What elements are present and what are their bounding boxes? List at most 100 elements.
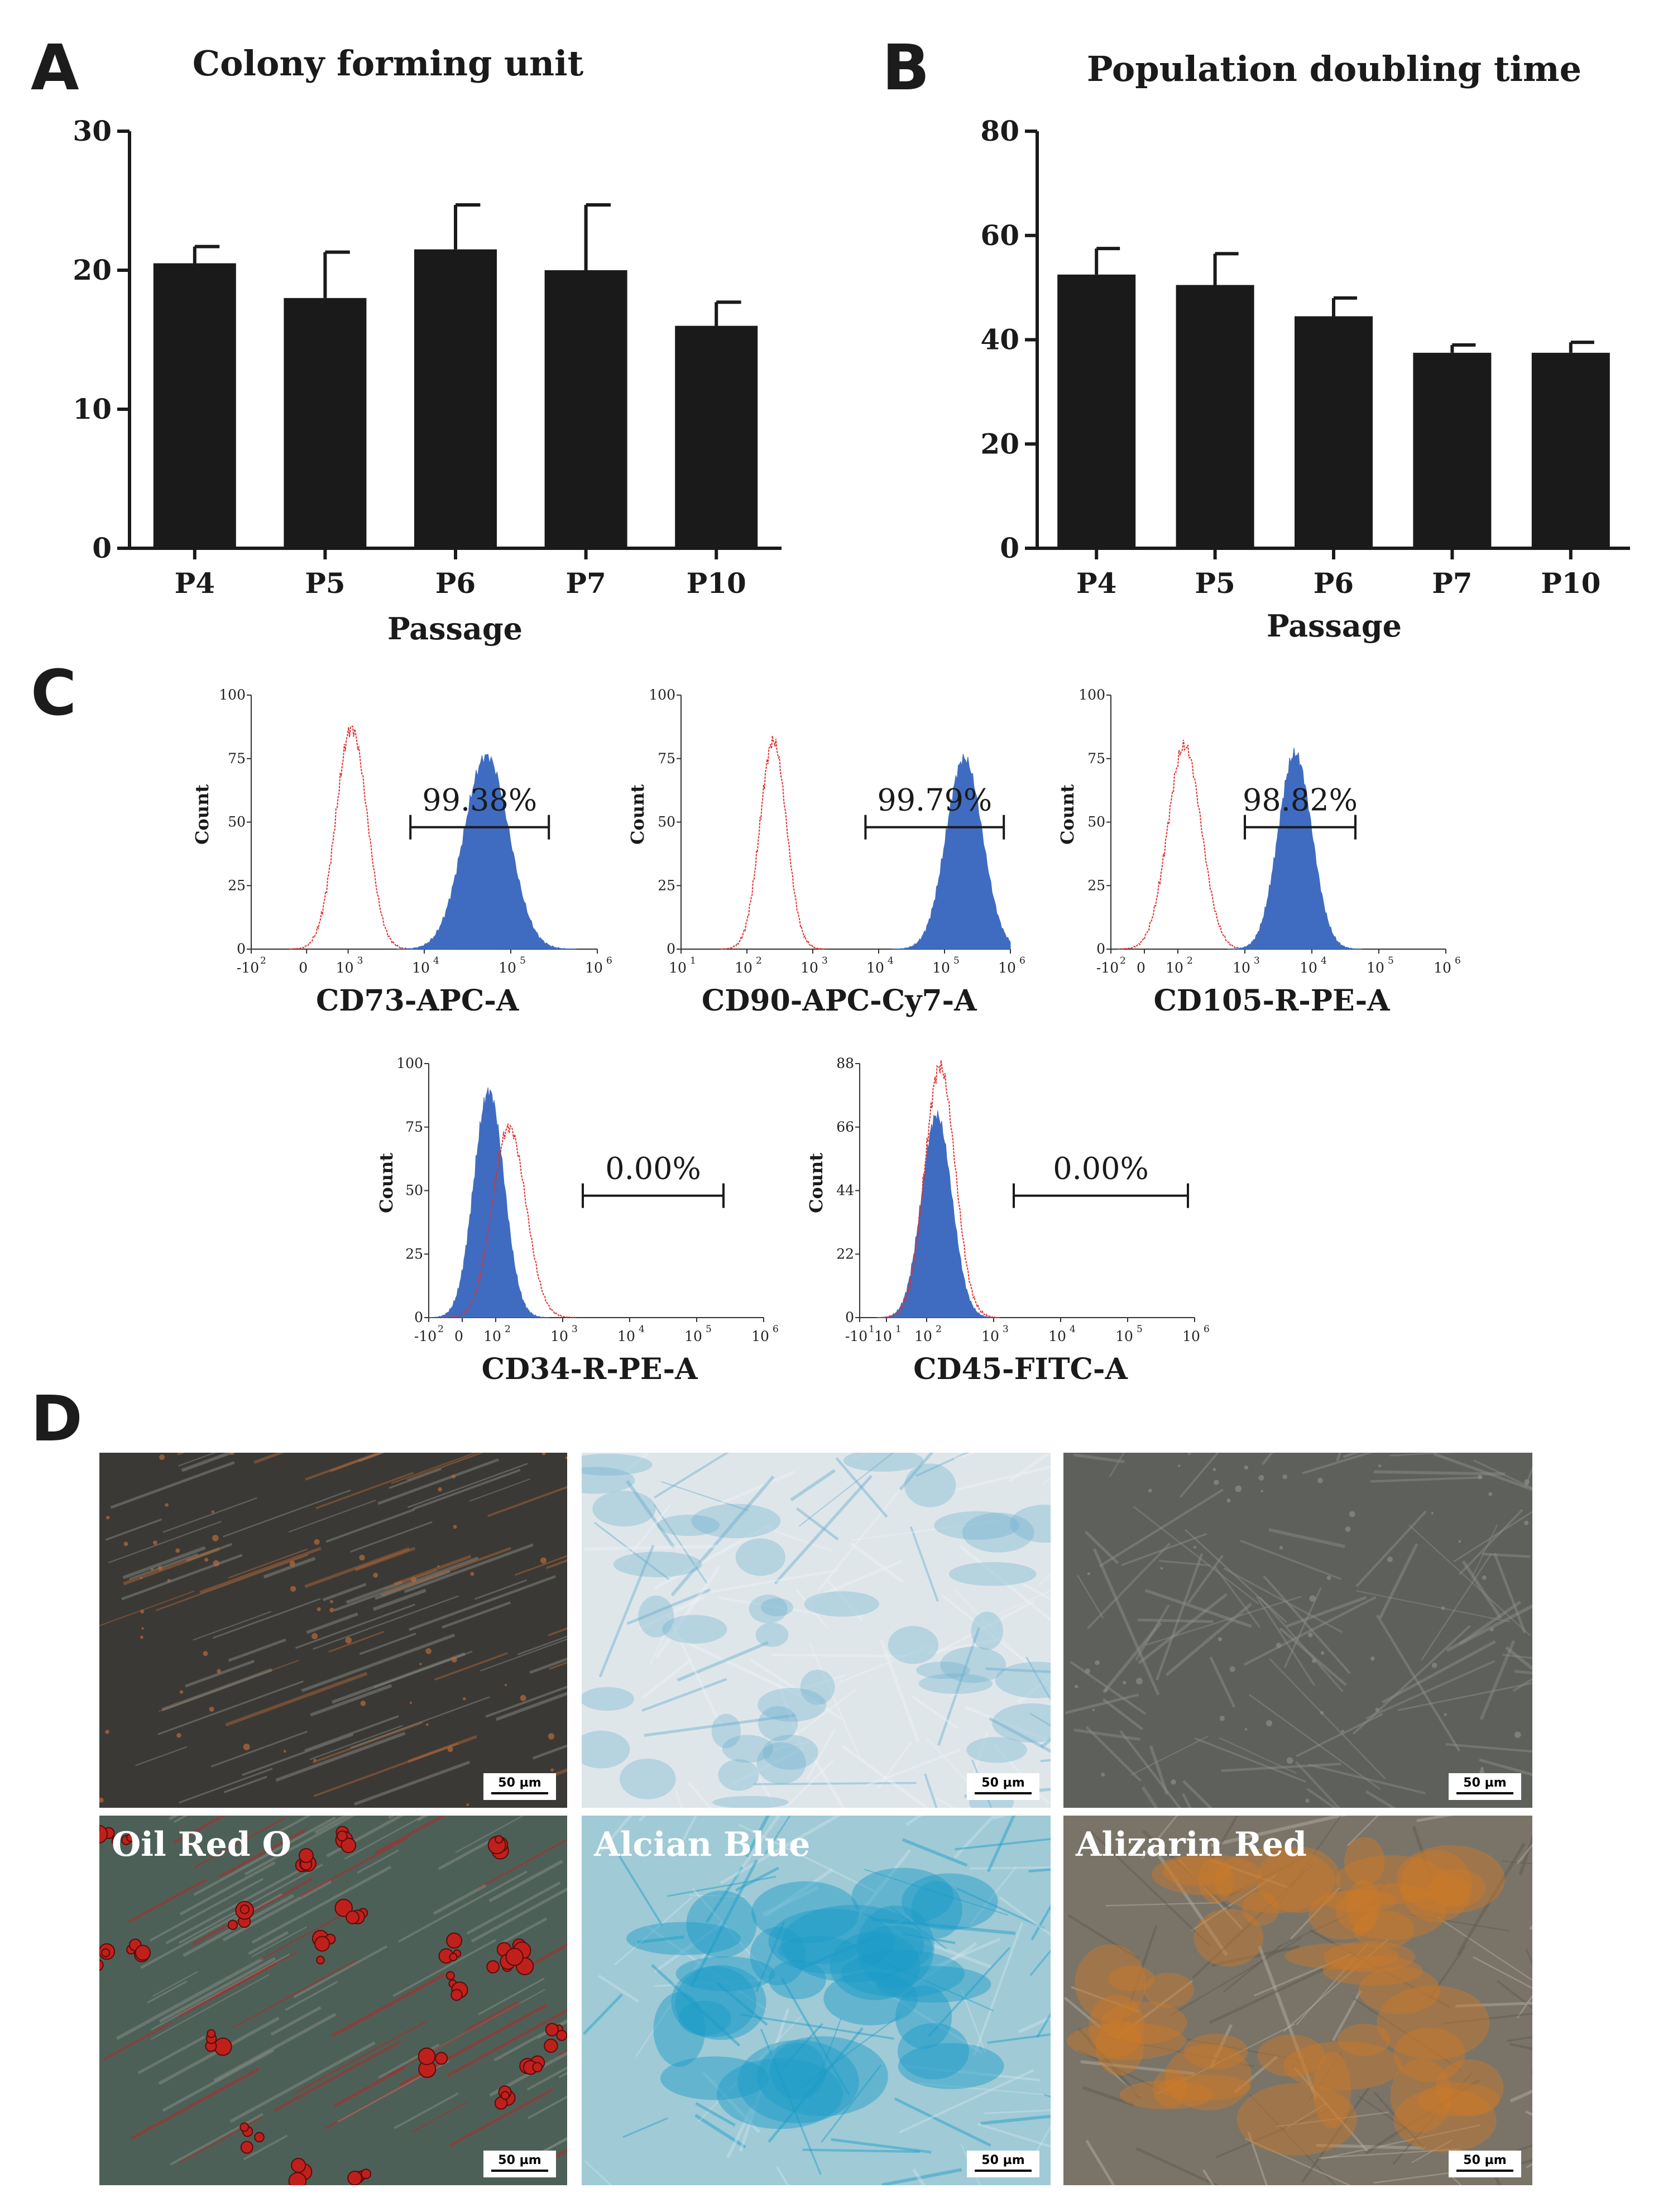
cell-patch [662, 1615, 727, 1644]
cell-fiber [251, 1865, 392, 1944]
cell-speck [419, 1663, 422, 1665]
cell-speck [1441, 1606, 1445, 1610]
cell-fiber [937, 1627, 980, 1746]
cell-fiber [1493, 1553, 1526, 1634]
cell-fiber [165, 1868, 303, 1945]
lipid-droplet [545, 2023, 559, 2037]
cell-speck [411, 1577, 417, 1583]
flow-x-tick-exponent: 2 [1187, 955, 1193, 966]
calcium-deposit [1108, 1966, 1155, 1991]
cell-fiber [996, 1590, 1051, 1615]
cell-fiber [851, 1453, 871, 1461]
cell-fiber [464, 2001, 518, 2032]
y-tick-label: 80 [980, 114, 1019, 147]
cell-speck [1092, 1708, 1095, 1711]
cell-fiber [480, 1638, 567, 1672]
cell-fiber [1378, 1543, 1418, 1619]
cell-fiber [1115, 1980, 1193, 2039]
flow-x-tick-exponent: 5 [1137, 1324, 1143, 1335]
cell-fiber [1446, 1604, 1532, 1652]
cell-fiber [864, 1869, 1009, 1916]
cell-speck [159, 1454, 165, 1461]
calcium-deposit [1119, 2080, 1213, 2110]
flow-x-tick-label: 10 [981, 1328, 999, 1344]
cell-fiber [709, 1569, 839, 1593]
micrograph-background [1063, 1453, 1532, 1808]
cell-patch [760, 1598, 793, 1617]
lipid-droplet [495, 1835, 504, 1844]
cell-fiber [821, 2064, 882, 2143]
cell-fiber [655, 1565, 721, 1658]
calcium-deposit [1377, 1985, 1490, 2060]
micrograph-1: 50 µm [99, 1453, 567, 1808]
scale-bar-label: 50 µm [1463, 2153, 1506, 2167]
cell-fiber [1145, 1596, 1302, 1646]
cell-fiber [526, 2066, 567, 2091]
cell-fiber [881, 2168, 962, 2185]
cell-speck [360, 1701, 366, 1706]
cell-fiber [786, 1760, 834, 1808]
flow-y-tick-label: 66 [836, 1119, 854, 1135]
cell-fiber [149, 1878, 264, 1942]
cell-fiber [1471, 1524, 1498, 1579]
chart-a-title: Colony forming unit [193, 43, 584, 84]
cell-speck [359, 1554, 365, 1561]
calcium-deposit [1390, 2058, 1453, 2133]
cell-fiber [514, 1555, 567, 1576]
cell-fiber [1138, 1593, 1228, 1665]
stain-label: Oil Red O [112, 1825, 291, 1864]
cell-patch [948, 1562, 1037, 1586]
flow-x-tick-label: 0 [1137, 960, 1145, 976]
flow-y-tick-label: 25 [405, 1246, 423, 1262]
calcium-deposit [1257, 2034, 1325, 2077]
cell-fiber [1202, 1816, 1239, 1875]
flow-marker-label: CD73-APC-A [316, 984, 519, 1018]
lipid-droplet [544, 2038, 558, 2053]
flow-x-tick-label: 10 [550, 1328, 568, 1344]
cell-fiber [1080, 2060, 1195, 2075]
cell-patch [691, 1504, 781, 1539]
cell-fiber [927, 1947, 1010, 2037]
cell-fiber [598, 1544, 655, 1678]
chart-a-xlabel: Passage [387, 611, 523, 647]
cell-fiber [964, 1706, 1051, 1743]
calcium-deposit [1198, 1857, 1234, 1904]
cell-fiber [1479, 1640, 1516, 1721]
cell-fiber [1410, 1914, 1510, 1932]
cell-fiber [110, 1461, 235, 1509]
flow-x-tick-label: 10 [914, 1328, 932, 1344]
cell-fiber [917, 2082, 1050, 2096]
cell-fiber [1445, 1743, 1532, 1753]
cell-fiber [328, 1631, 385, 1653]
cell-fiber [1192, 1864, 1314, 1979]
cell-fiber [105, 1518, 162, 1541]
cell-fiber [776, 2166, 789, 2185]
cell-fiber [248, 1931, 289, 1955]
cell-fiber [525, 2137, 567, 2162]
cell-fiber [702, 2071, 761, 2133]
scale-bar-box [483, 2151, 556, 2177]
cell-fiber [1504, 1646, 1532, 1671]
cell-fiber [1144, 1588, 1252, 1628]
cell-fiber [1352, 1625, 1471, 1735]
cell-speck [1320, 1651, 1325, 1655]
cell-speck [1212, 1468, 1216, 1471]
cell-speck [213, 1560, 219, 1567]
cell-fiber [720, 1816, 841, 1885]
cell-fiber [129, 1553, 199, 1580]
cell-fiber [949, 1466, 1051, 1493]
stain-patch [901, 1873, 998, 1931]
cell-fiber [407, 1463, 528, 1509]
cell-fiber [313, 1742, 459, 1797]
cell-fiber [466, 1881, 561, 1935]
cell-fiber [1295, 1761, 1340, 1808]
cell-fiber [817, 1477, 911, 1592]
cell-speck [470, 1572, 474, 1576]
cell-fiber [667, 1875, 777, 1897]
cell-fiber [654, 1978, 780, 1988]
cell-patch [962, 1512, 1034, 1553]
bar-p4 [1057, 274, 1136, 548]
cell-fiber [649, 1612, 676, 1665]
cell-fiber [314, 1816, 349, 1834]
cell-fiber [1276, 2112, 1389, 2127]
